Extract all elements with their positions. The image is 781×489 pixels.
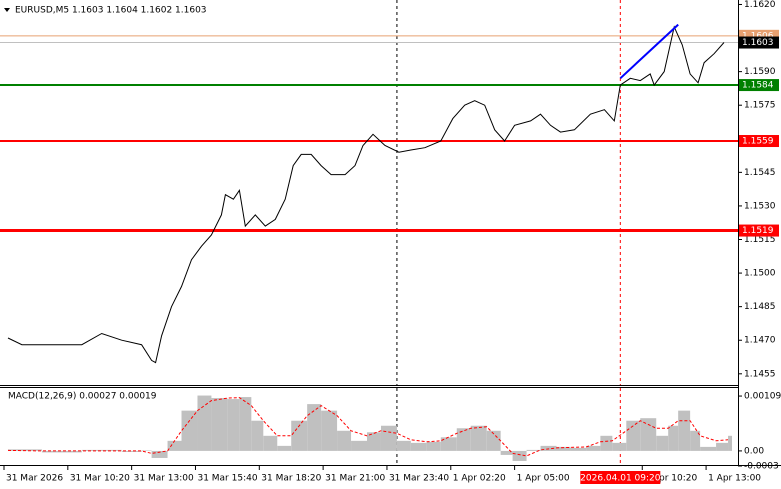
x-tick-label: 1 Apr 02:20 [453, 474, 506, 484]
histogram-bar [211, 398, 228, 451]
histogram-bar [426, 441, 441, 451]
x-tick-label: 1 Apr 10:20 [644, 474, 697, 484]
level-label-box [739, 224, 779, 237]
histogram-bar [351, 440, 368, 451]
histogram-bar [600, 435, 613, 451]
histogram-bar [656, 435, 669, 451]
level-label-box [739, 135, 779, 148]
histogram-bar [380, 425, 397, 451]
y-tick-label: 1.1590 [744, 67, 776, 77]
chart-title: EURUSD,M5 1.1603 1.1604 1.1602 1.1603 [15, 6, 207, 16]
histogram-bar [337, 430, 352, 451]
y-tick-label: 1.1455 [744, 369, 776, 379]
histogram-bar [440, 437, 457, 451]
histogram-bar [121, 450, 142, 452]
price-pane [0, 0, 738, 385]
histogram-bar [456, 428, 471, 451]
y-tick-label: 1.1545 [744, 168, 776, 178]
x-tick-label: 31 Mar 13:00 [134, 474, 194, 484]
histogram-bar [640, 418, 657, 451]
y-tick-label: 1.1470 [744, 336, 776, 346]
y-tick-label: 1.1485 [744, 302, 776, 312]
histogram-bar [141, 450, 152, 451]
histogram-bar [181, 410, 198, 451]
histogram-bar [556, 446, 571, 451]
histogram-bar [716, 442, 729, 451]
level-label: 1.1606 [742, 31, 774, 41]
dropdown-icon [4, 8, 10, 12]
histogram-bar [167, 440, 182, 451]
histogram-bar [668, 425, 679, 451]
macd-pane [7, 388, 733, 465]
histogram-bar [500, 450, 513, 455]
histogram-bar [586, 445, 601, 451]
histogram-bar [307, 404, 322, 451]
crosshair-label: 2026.04.01 09:20 [580, 474, 661, 484]
x-tick-label: 1 Apr 05:00 [517, 474, 570, 484]
x-tick-label: 31 Mar 15:40 [197, 474, 257, 484]
x-tick-label: 31 Mar 23:40 [389, 474, 449, 484]
y-tick-label: 1.1620 [744, 0, 776, 10]
y-tick-label: -0.0003 [744, 462, 779, 472]
x-tick-label: 31 Mar 18:20 [261, 474, 321, 484]
histogram-bar [470, 425, 487, 451]
histogram-bar [410, 442, 427, 451]
histogram-bar [227, 399, 240, 451]
y-tick-label: 0.00 [744, 446, 764, 456]
histogram-bar [728, 435, 733, 451]
histogram-bar [690, 430, 701, 451]
price-line [7, 25, 725, 364]
x-tick-label: 1 Apr 13:00 [708, 474, 761, 484]
histogram-bar [239, 397, 252, 451]
histogram-bar [197, 395, 212, 451]
macd-title: MACD(12,26,9) 0.00027 0.00019 [8, 392, 157, 402]
histogram-bar [570, 447, 587, 451]
y-tick-label: 1.1500 [744, 269, 776, 279]
histogram-bar [486, 430, 501, 451]
histogram-bar [626, 420, 641, 451]
histogram-bar [526, 449, 541, 451]
histogram-bar [512, 450, 527, 461]
histogram-bar [612, 442, 627, 451]
y-tick-label: 1.1575 [744, 101, 776, 111]
histogram-bar [41, 450, 82, 453]
x-tick-label: 31 Mar 10:20 [70, 474, 130, 484]
y-tick-label: 1.1515 [744, 235, 776, 245]
y-tick-label: 1.1530 [744, 201, 776, 211]
crosshair-label-box [580, 471, 661, 484]
level-label-box [739, 79, 779, 92]
histogram-bar [321, 410, 338, 451]
histogram-bar [540, 445, 557, 451]
level-label: 1.1519 [742, 226, 774, 236]
histogram-bar [251, 420, 264, 451]
x-tick-label: 31 Mar 2026 [6, 474, 63, 484]
histogram-bar [151, 450, 168, 458]
level-label: 1.1584 [742, 81, 774, 91]
y-tick-label: 0.00109 [744, 392, 781, 402]
trend-line [619, 23, 679, 80]
histogram-bar [700, 446, 717, 451]
histogram-bar [81, 449, 122, 451]
histogram-bar [678, 410, 691, 451]
last-price-label: 1.1603 [742, 38, 774, 48]
histogram-bar [291, 420, 308, 451]
axes: 1.16201.15901.15751.15451.15301.15151.15… [3, 0, 781, 484]
histogram-bar [396, 440, 411, 451]
x-tick-label: 31 Mar 21:00 [325, 474, 385, 484]
histogram-bar [263, 435, 278, 451]
last-price-box [739, 36, 779, 49]
signal-line [7, 397, 729, 457]
histogram-bar [277, 445, 292, 451]
level-label: 1.1559 [742, 137, 774, 147]
histogram-bar [367, 432, 381, 451]
